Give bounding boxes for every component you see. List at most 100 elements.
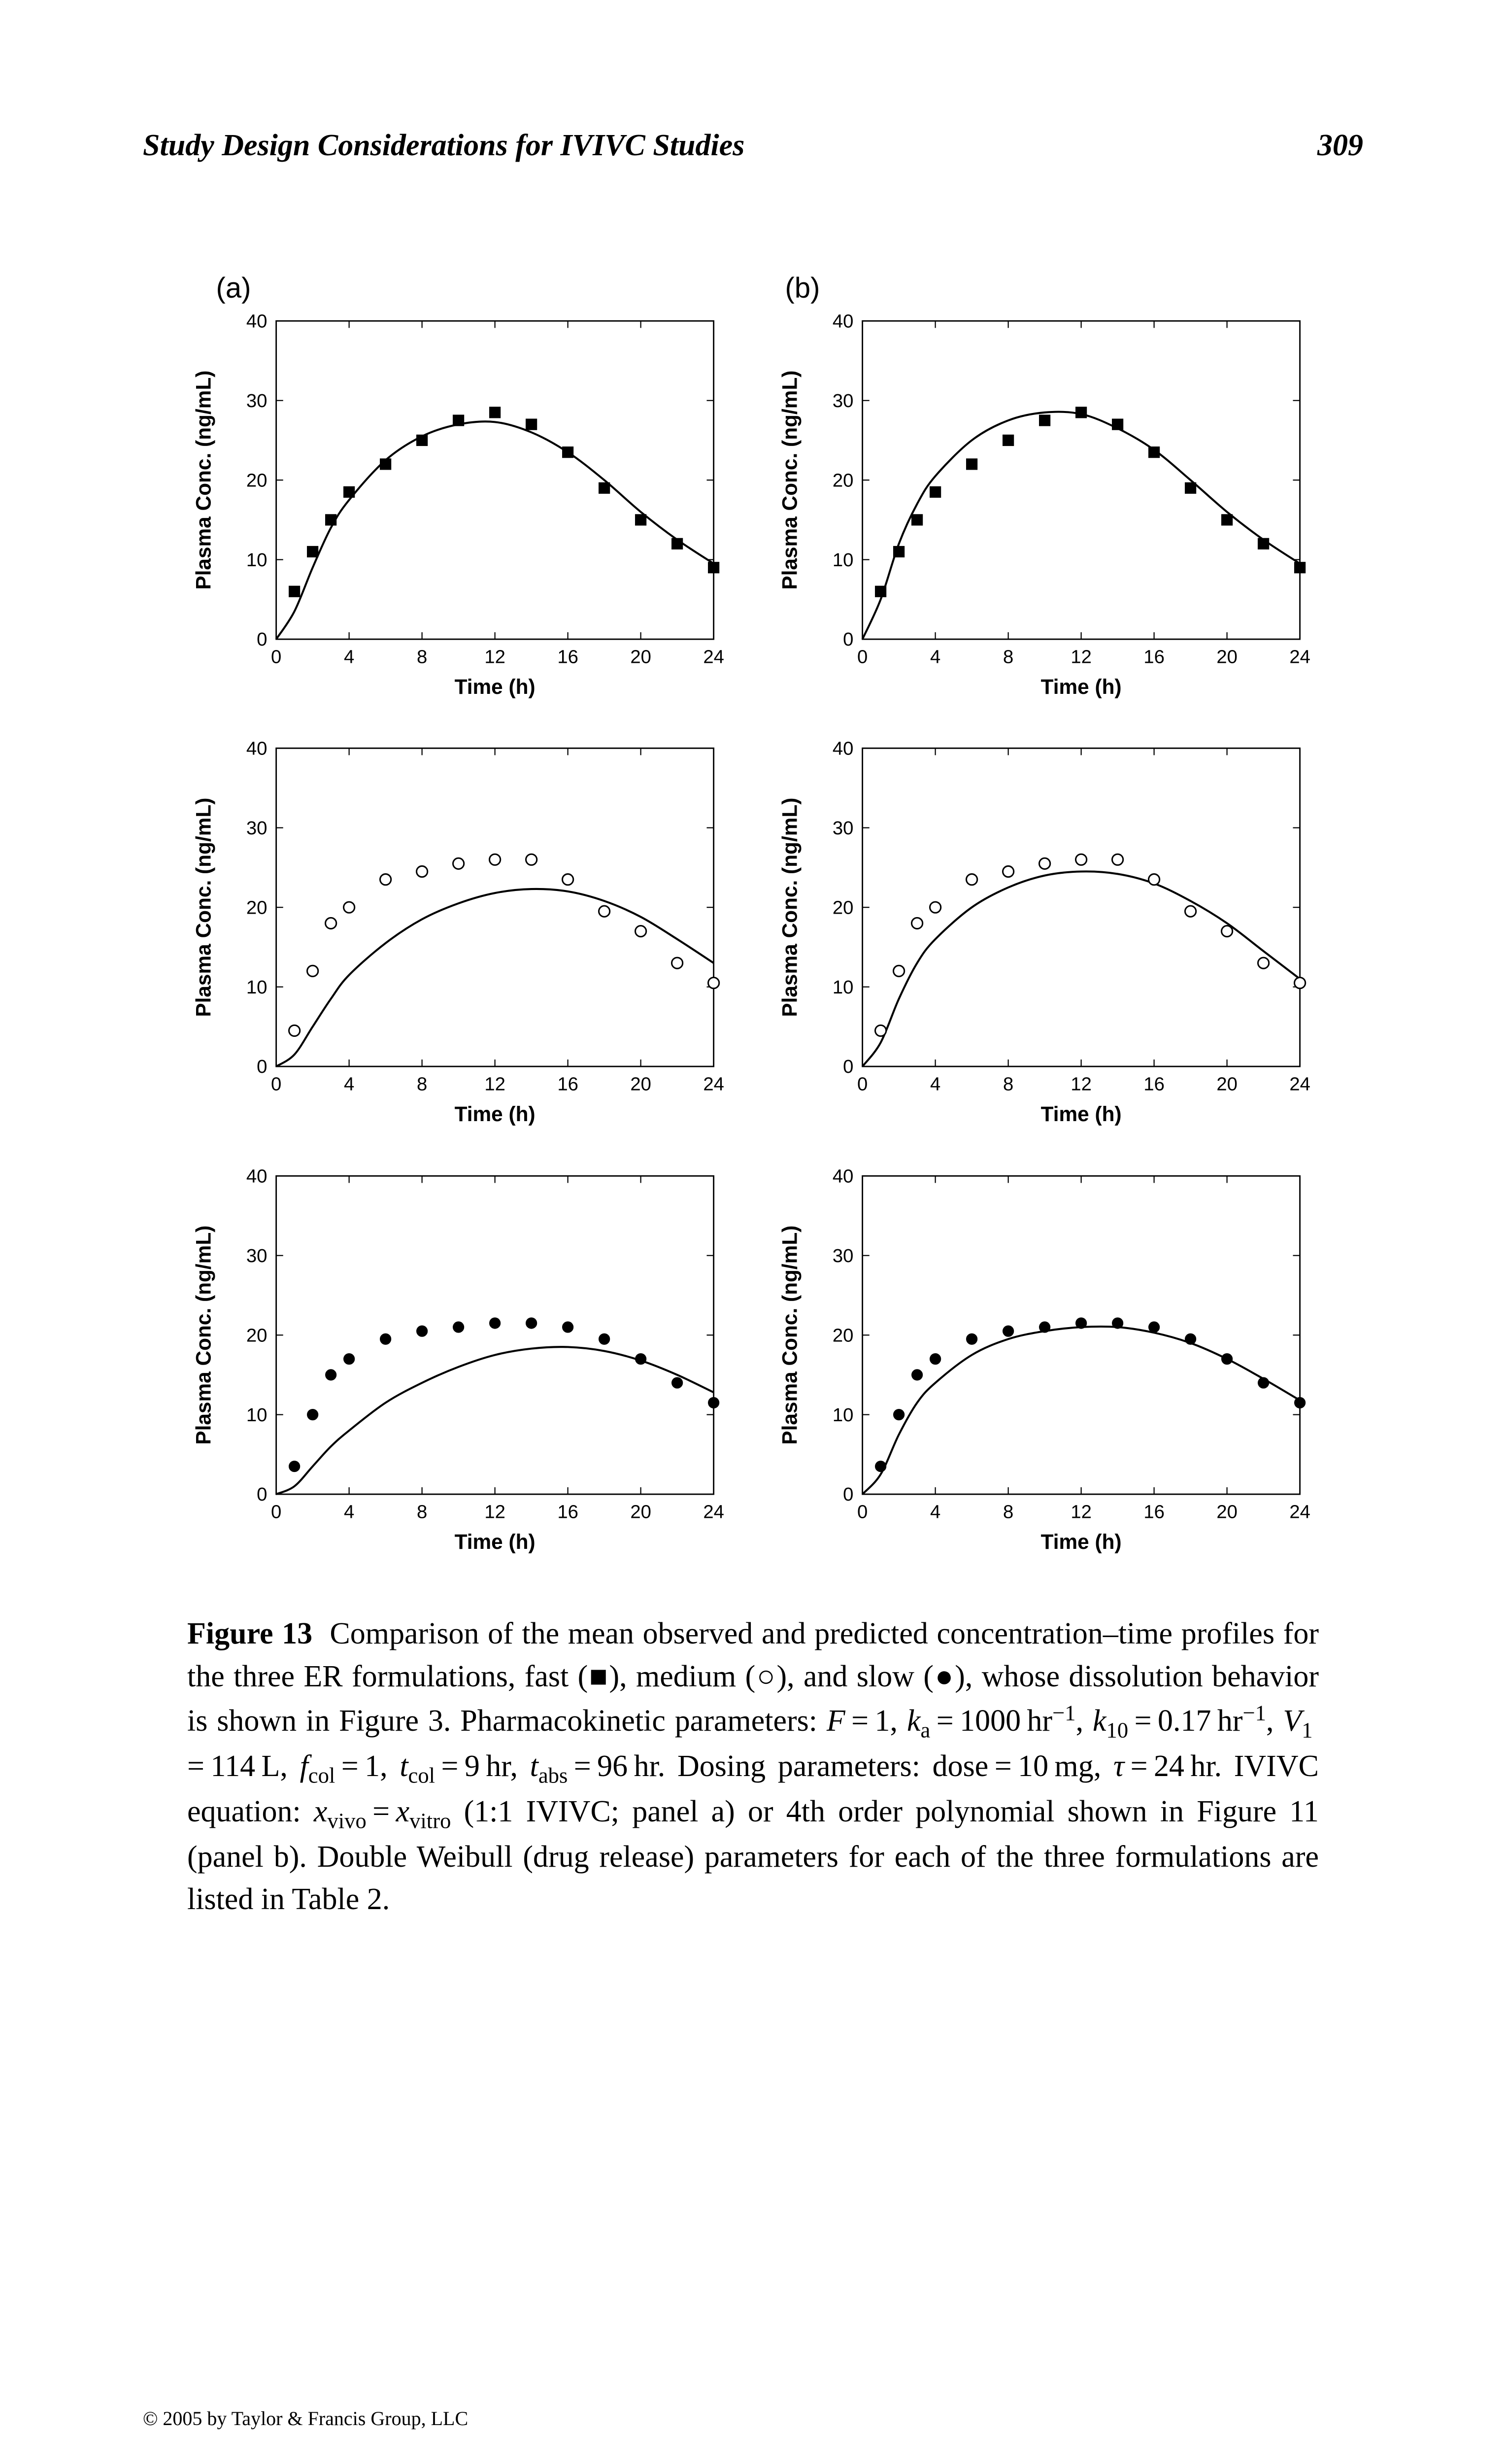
panels-grid: 04812162024010203040Time (h)Plasma Conc.… <box>187 306 1320 1569</box>
svg-text:4: 4 <box>343 1501 354 1522</box>
svg-text:10: 10 <box>832 1404 853 1426</box>
svg-text:Time (h): Time (h) <box>454 1530 535 1553</box>
svg-text:8: 8 <box>1003 1501 1013 1522</box>
svg-text:16: 16 <box>1143 1501 1165 1522</box>
svg-text:12: 12 <box>484 1501 505 1522</box>
svg-text:20: 20 <box>1216 1074 1238 1095</box>
svg-text:20: 20 <box>832 1325 853 1346</box>
svg-text:8: 8 <box>416 1074 427 1095</box>
running-title: Study Design Considerations for IVIVC St… <box>143 128 744 163</box>
svg-text:24: 24 <box>703 1501 724 1522</box>
panel-letter-a: (a) <box>216 272 251 305</box>
svg-text:16: 16 <box>557 1074 578 1095</box>
svg-text:12: 12 <box>1071 1501 1092 1522</box>
svg-text:0: 0 <box>857 1074 867 1095</box>
svg-text:0: 0 <box>843 1057 853 1078</box>
svg-text:16: 16 <box>1143 647 1165 668</box>
svg-text:Time (h): Time (h) <box>454 675 535 698</box>
svg-text:Plasma Conc. (ng/mL): Plasma Conc. (ng/mL) <box>778 798 801 1017</box>
svg-text:4: 4 <box>930 1074 940 1095</box>
svg-text:4: 4 <box>930 1501 940 1522</box>
svg-text:24: 24 <box>703 1074 724 1095</box>
svg-text:Plasma Conc. (ng/mL): Plasma Conc. (ng/mL) <box>192 798 215 1017</box>
figure-caption: Figure 13 Comparison of the mean observe… <box>187 1613 1319 1920</box>
svg-text:10: 10 <box>246 977 267 998</box>
panel-letters: (a) (b) <box>187 272 1320 306</box>
svg-text:4: 4 <box>343 647 354 668</box>
figure-13: (a) (b) 04812162024010203040Time (h)Plas… <box>187 272 1320 1569</box>
svg-text:30: 30 <box>832 390 853 411</box>
svg-text:24: 24 <box>703 647 724 668</box>
svg-text:8: 8 <box>1003 647 1013 668</box>
svg-text:8: 8 <box>416 647 427 668</box>
svg-text:10: 10 <box>246 1404 267 1426</box>
svg-text:40: 40 <box>832 738 853 759</box>
svg-text:12: 12 <box>1071 647 1092 668</box>
svg-text:40: 40 <box>246 310 267 332</box>
copyright-notice: © 2005 by Taylor & Francis Group, LLC <box>143 2407 468 2430</box>
svg-text:12: 12 <box>484 647 505 668</box>
svg-text:0: 0 <box>257 1484 267 1505</box>
svg-text:20: 20 <box>630 1074 651 1095</box>
svg-text:20: 20 <box>630 1501 651 1522</box>
svg-text:20: 20 <box>246 1325 267 1346</box>
svg-text:40: 40 <box>832 310 853 332</box>
svg-text:0: 0 <box>843 1484 853 1505</box>
svg-text:20: 20 <box>246 897 267 919</box>
svg-text:16: 16 <box>557 647 578 668</box>
svg-text:20: 20 <box>1216 647 1238 668</box>
svg-text:0: 0 <box>257 629 267 650</box>
svg-text:30: 30 <box>246 818 267 839</box>
panel-a-slow: 0 4 8 12 16 20 24 0 10 20 30 40 Time (h) Plasma Conc.… <box>187 1161 734 1569</box>
running-head: Study Design Considerations for IVIVC St… <box>143 128 1363 163</box>
svg-text:Plasma Conc. (ng/mL): Plasma Conc. (ng/mL) <box>778 371 801 590</box>
svg-text:Plasma Conc. (ng/mL): Plasma Conc. (ng/mL) <box>192 371 215 590</box>
svg-text:30: 30 <box>832 1245 853 1266</box>
svg-text:20: 20 <box>832 470 853 491</box>
svg-text:0: 0 <box>857 1501 867 1522</box>
svg-text:4: 4 <box>343 1074 354 1095</box>
svg-text:Time (h): Time (h) <box>1040 1103 1121 1126</box>
svg-text:20: 20 <box>832 897 853 919</box>
svg-text:20: 20 <box>246 470 267 491</box>
panel-a-fast: 0 4 8 12 16 20 24 0 10 20 30 40 Time (h) Plasma Conc.… <box>187 306 734 714</box>
svg-text:8: 8 <box>1003 1074 1013 1095</box>
svg-text:30: 30 <box>246 390 267 411</box>
svg-text:24: 24 <box>1289 1501 1310 1522</box>
svg-text:Plasma Conc. (ng/mL): Plasma Conc. (ng/mL) <box>192 1226 215 1445</box>
svg-text:12: 12 <box>484 1074 505 1095</box>
svg-text:0: 0 <box>843 629 853 650</box>
svg-text:16: 16 <box>1143 1074 1165 1095</box>
svg-text:40: 40 <box>246 738 267 759</box>
svg-text:30: 30 <box>832 818 853 839</box>
svg-text:0: 0 <box>270 1501 281 1522</box>
svg-text:10: 10 <box>246 549 267 571</box>
svg-text:4: 4 <box>930 647 940 668</box>
svg-text:24: 24 <box>1289 1074 1310 1095</box>
panel-b-medium: 04812162024010203040Time (h)Plasma Conc.… <box>773 733 1320 1141</box>
svg-text:20: 20 <box>630 647 651 668</box>
svg-text:24: 24 <box>1289 647 1310 668</box>
svg-text:Time (h): Time (h) <box>1040 675 1121 698</box>
svg-text:Time (h): Time (h) <box>1040 1530 1121 1553</box>
svg-text:16: 16 <box>557 1501 578 1522</box>
svg-text:30: 30 <box>246 1245 267 1266</box>
svg-text:0: 0 <box>270 647 281 668</box>
svg-text:0: 0 <box>270 1074 281 1095</box>
svg-text:Time (h): Time (h) <box>454 1103 535 1126</box>
figure-label: Figure 13 <box>187 1617 312 1650</box>
figure-caption-body: Comparison of the mean observed and pred… <box>187 1617 1319 1916</box>
page-number: 309 <box>1317 128 1363 163</box>
svg-text:8: 8 <box>416 1501 427 1522</box>
panel-b-fast: 0 4 8 12 16 20 24 0 10 20 30 40 Time (h) Plasma Conc.… <box>773 306 1320 714</box>
svg-text:0: 0 <box>857 647 867 668</box>
svg-text:Plasma Conc. (ng/mL): Plasma Conc. (ng/mL) <box>778 1226 801 1445</box>
svg-text:10: 10 <box>832 549 853 571</box>
svg-text:40: 40 <box>832 1165 853 1187</box>
panel-b-slow: 0 4 8 12 16 20 24 0 10 20 30 40 Time (h) Plasma Conc.… <box>773 1161 1320 1569</box>
svg-text:40: 40 <box>246 1165 267 1187</box>
svg-text:12: 12 <box>1071 1074 1092 1095</box>
svg-text:20: 20 <box>1216 1501 1238 1522</box>
svg-text:0: 0 <box>257 1057 267 1078</box>
panel-a-medium: 0 4 8 12 16 20 24 0 10 20 30 40 Time (h) Plasma Conc.… <box>187 733 734 1141</box>
